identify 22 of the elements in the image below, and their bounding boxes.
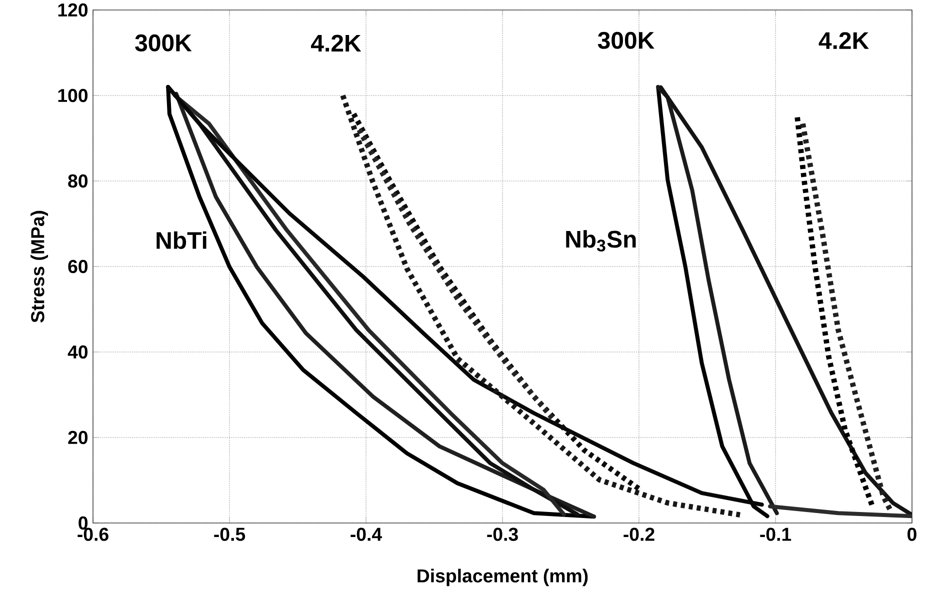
annotation: 4.2K — [818, 32, 869, 49]
y-tick-label: 40 — [68, 345, 88, 359]
x-axis-title: Displacement (mm) — [418, 568, 588, 586]
x-tick-label: -0.4 — [350, 528, 382, 541]
x-tick-label: -0.3 — [487, 528, 518, 541]
annotation: NbTi — [156, 231, 206, 249]
y-axis-title: Stress (MPa) — [30, 210, 48, 322]
y-tick-label: 100 — [58, 88, 88, 102]
x-tick-label: -0.1 — [760, 528, 792, 541]
annotation: 300K — [135, 34, 192, 52]
y-tick-label: 60 — [68, 260, 88, 274]
annotation: Nb$_{3}$Sn — [566, 230, 636, 252]
annotation: 300K — [598, 32, 654, 49]
y-tick-label: 0 — [78, 516, 88, 530]
y-tick-label: 20 — [68, 430, 88, 444]
y-tick-label: 120 — [58, 3, 88, 17]
x-tick-label: -0.2 — [624, 528, 654, 541]
annotation: 4.2K — [311, 34, 362, 52]
x-tick-label: -0.5 — [214, 528, 246, 541]
x-tick-label: -0.6 — [78, 528, 108, 541]
x-tick-label: 0 — [908, 528, 916, 541]
y-tick-label: 80 — [68, 174, 88, 188]
